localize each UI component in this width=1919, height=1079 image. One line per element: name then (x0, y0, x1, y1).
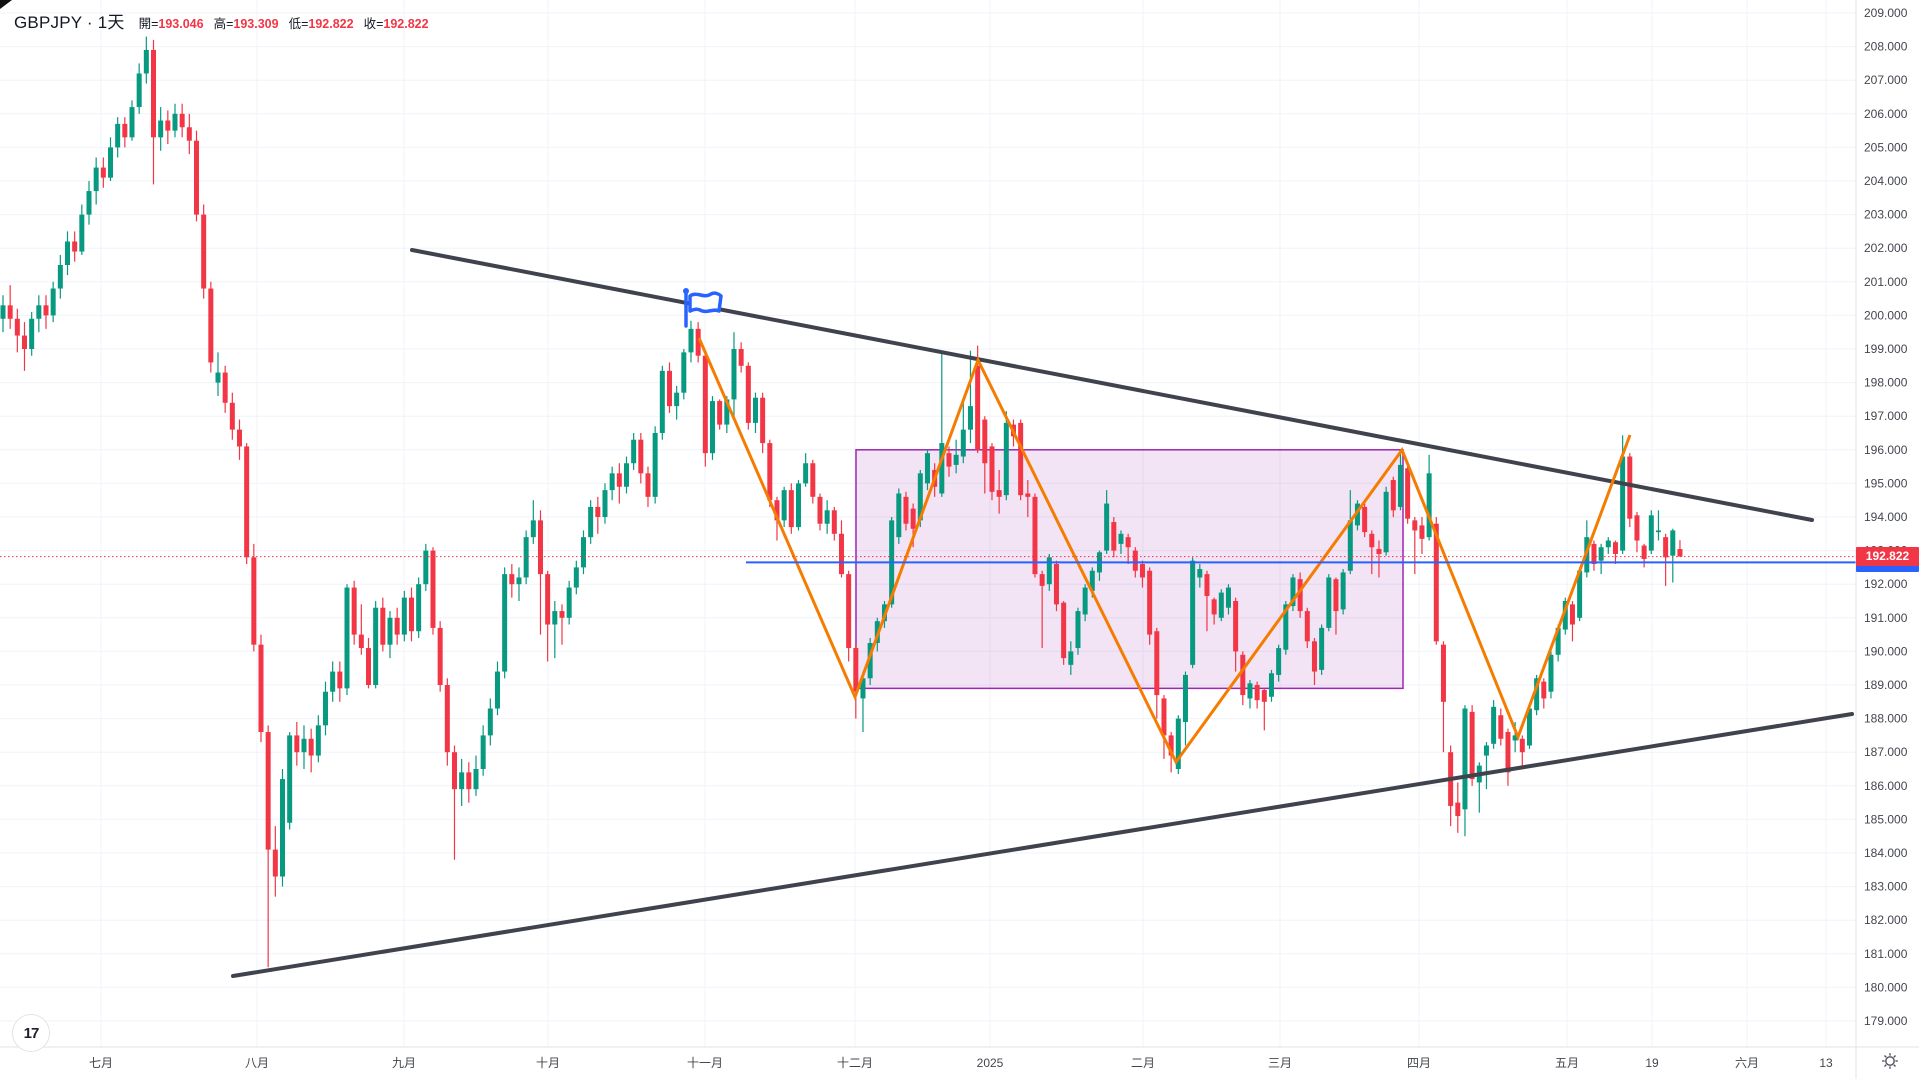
svg-text:201.000: 201.000 (1864, 275, 1908, 289)
ohlc-item-2: 低=192.822 (288, 17, 354, 31)
svg-text:184.000: 184.000 (1864, 846, 1908, 860)
svg-text:19: 19 (1645, 1056, 1659, 1070)
svg-text:189.000: 189.000 (1864, 678, 1908, 692)
svg-text:192.000: 192.000 (1864, 577, 1908, 591)
svg-text:190.000: 190.000 (1864, 644, 1908, 658)
svg-text:198.000: 198.000 (1864, 376, 1908, 390)
svg-text:179.000: 179.000 (1864, 1014, 1908, 1028)
svg-text:206.000: 206.000 (1864, 107, 1908, 121)
lower-trendline (231, 712, 1854, 978)
svg-text:202.000: 202.000 (1864, 241, 1908, 255)
svg-text:200.000: 200.000 (1864, 308, 1908, 322)
svg-text:188.000: 188.000 (1864, 712, 1908, 726)
chart-legend[interactable]: GBPJPY · 1天 開=193.046 高=193.309 低=192.822 收… (14, 8, 429, 33)
zigzag-drawing[interactable] (697, 337, 1632, 765)
svg-text:八月: 八月 (245, 1056, 269, 1070)
time-axis[interactable]: 七月 八月 九月 十月 十一月 十二月 2025 二月 三月 四月 五月 19 六月 13 (89, 1056, 1833, 1070)
svg-text:七月: 七月 (89, 1056, 113, 1070)
svg-text:185.000: 185.000 (1864, 812, 1908, 826)
svg-text:196.000: 196.000 (1864, 443, 1908, 457)
svg-text:204.000: 204.000 (1864, 174, 1908, 188)
svg-text:207.000: 207.000 (1864, 73, 1908, 87)
separator: · (86, 13, 93, 32)
flag-marker-drawing[interactable] (683, 288, 723, 328)
svg-text:十二月: 十二月 (837, 1056, 873, 1070)
symbol-name: GBPJPY (14, 13, 82, 32)
svg-text:191.000: 191.000 (1864, 611, 1908, 625)
price-axis[interactable]: 209.000 208.000 207.000 206.000 205.000 204.0… (1864, 6, 1908, 1028)
svg-text:九月: 九月 (392, 1056, 416, 1070)
ohlc-item-1: 高=193.309 (213, 17, 279, 31)
svg-text:195.000: 195.000 (1864, 476, 1908, 490)
candlestick-series[interactable] (0, 36, 1683, 968)
tv-logo-glyph: 17 (23, 1024, 40, 1042)
ohlc-values: 開=193.046 高=193.309 低=192.822 收=192.822 (139, 13, 429, 32)
trendline-drawings[interactable] (231, 248, 1854, 978)
svg-text:199.000: 199.000 (1864, 342, 1908, 356)
ohlc-item-0: 開=193.046 (138, 17, 204, 31)
svg-text:2025: 2025 (977, 1056, 1004, 1070)
ohlc-item-3: 收=192.822 (363, 17, 429, 31)
svg-text:十月: 十月 (536, 1056, 560, 1070)
range-box-drawing[interactable] (855, 449, 1404, 690)
svg-text:197.000: 197.000 (1864, 409, 1908, 423)
svg-text:194.000: 194.000 (1864, 510, 1908, 524)
svg-text:180.000: 180.000 (1864, 980, 1908, 994)
svg-text:209.000: 209.000 (1864, 6, 1908, 20)
svg-text:三月: 三月 (1268, 1056, 1292, 1070)
corner-cursor-artifact (0, 0, 12, 9)
svg-text:二月: 二月 (1131, 1056, 1155, 1070)
svg-text:182.000: 182.000 (1864, 913, 1908, 927)
upper-trendline (410, 248, 1814, 522)
svg-text:187.000: 187.000 (1864, 745, 1908, 759)
svg-text:205.000: 205.000 (1864, 140, 1908, 154)
svg-text:六月: 六月 (1735, 1056, 1759, 1070)
svg-text:四月: 四月 (1407, 1056, 1431, 1070)
svg-text:203.000: 203.000 (1864, 208, 1908, 222)
current-price-badge: 192.822 (1856, 547, 1919, 567)
svg-text:五月: 五月 (1555, 1056, 1579, 1070)
gear-icon[interactable] (1880, 1051, 1900, 1071)
tradingview-logo[interactable]: 17 (12, 1014, 50, 1052)
svg-text:十一月: 十一月 (687, 1056, 723, 1070)
svg-text:181.000: 181.000 (1864, 947, 1908, 961)
svg-text:186.000: 186.000 (1864, 779, 1908, 793)
svg-text:13: 13 (1819, 1056, 1833, 1070)
interval-label: 1天 (97, 13, 125, 32)
svg-text:183.000: 183.000 (1864, 880, 1908, 894)
svg-text:208.000: 208.000 (1864, 40, 1908, 54)
symbol-title[interactable]: GBPJPY · 1天 (14, 8, 125, 33)
